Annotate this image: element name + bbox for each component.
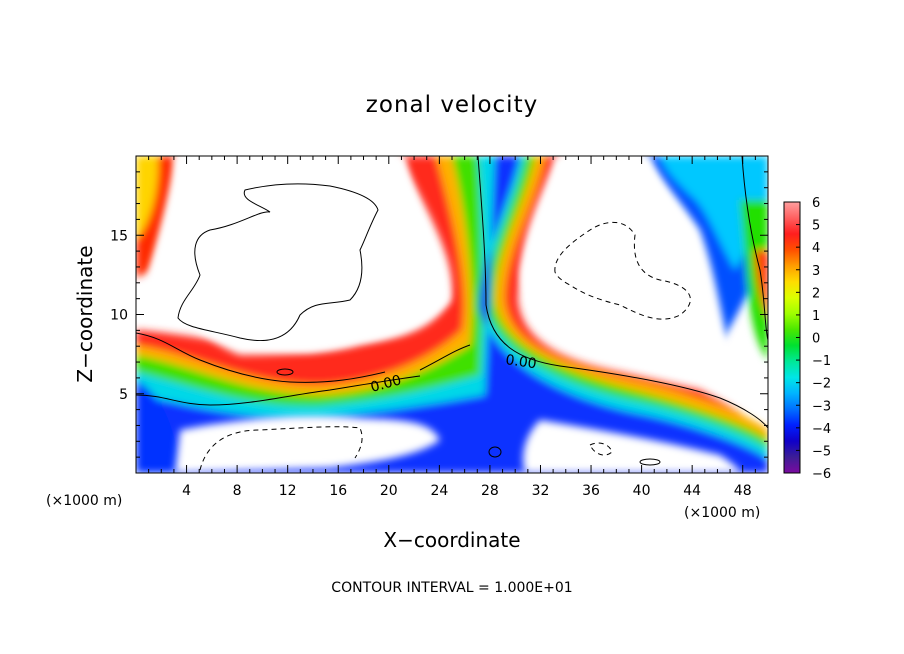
colorbar-tick-label: 4: [812, 241, 820, 256]
contour-right-edge: [741, 156, 768, 341]
white-regions: [150, 156, 740, 473]
x-axis-label: X−coordinate: [383, 528, 520, 552]
x-tick-label: 4: [182, 483, 191, 499]
colorbar-tick-label: 0: [812, 332, 820, 347]
colorbar-tick-label: −4: [812, 422, 831, 437]
white-region-upper-right: [520, 156, 730, 354]
negative-contour-lines: [199, 221, 691, 471]
field-patch-lower-left-blue: [136, 380, 180, 473]
x-tick-label: 48: [734, 483, 752, 499]
colorbar-tick-label: 2: [812, 286, 820, 301]
contour-upper-left-loop: [177, 183, 379, 342]
plot-area: 0.00 0.00: [136, 156, 768, 473]
x-tick-label: 36: [582, 483, 600, 499]
y-axis-label: Z−coordinate: [73, 245, 97, 382]
contour-small-loop-2: [488, 446, 502, 458]
x-tick-label: 20: [380, 483, 398, 499]
y-tick-label: 10: [110, 308, 128, 324]
x-tick-label: 28: [481, 483, 499, 499]
y-tick-label: 5: [119, 387, 128, 403]
field-patch-right-red: [755, 250, 768, 320]
colorbar-tick-label: 1: [812, 309, 820, 324]
colorbar-tick-label: 3: [812, 264, 820, 279]
field-patch-left-top-core: [136, 156, 159, 240]
colorbar-tick-label: −2: [812, 377, 831, 392]
colorbar-tick-label: −5: [812, 444, 831, 459]
field-patch-right-cyan: [660, 156, 768, 270]
x-tick-label: 24: [430, 483, 448, 499]
white-region-upper-left: [150, 156, 450, 355]
colorbar-tick-label: −3: [812, 399, 831, 414]
contour-small-loop-3: [639, 458, 661, 466]
contour-lines: [136, 156, 768, 466]
x-tick-label: 32: [532, 483, 550, 499]
x-tick-label: 16: [329, 483, 347, 499]
dashed-contour-lower-left: [199, 426, 363, 471]
white-region-lower-right: [523, 420, 740, 473]
contour-interval-note: CONTOUR INTERVAL = 1.000E+01: [331, 580, 572, 596]
x-tick-label: 40: [633, 483, 651, 499]
contour-label-left: 0.00: [369, 372, 403, 396]
colorbar-tick-label: −6: [812, 467, 831, 482]
contour-small-loop-1: [276, 368, 294, 376]
field-patch-right-green: [740, 200, 768, 360]
x-tick-label: 8: [233, 483, 242, 499]
x-tick-label: 44: [683, 483, 701, 499]
x-unit-left: (×1000 m): [46, 493, 122, 509]
colorbar-tick-label: 5: [812, 219, 820, 234]
colorbar-ticks: 6 5 4 3 2 1 0 −1 −2 −3 −4 −5 −6: [796, 196, 831, 482]
contour-zero-right: [477, 156, 768, 429]
contour-zero-left: [136, 332, 386, 383]
y-axis: 5 10 15: [110, 171, 768, 458]
dashed-contour-upper-right: [554, 221, 691, 320]
colorbar-tick-label: 6: [812, 196, 820, 211]
x-unit-right: (×1000 m): [684, 505, 760, 521]
contour-label-right: 0.00: [504, 352, 537, 372]
chart-title: zonal velocity: [366, 92, 538, 118]
contour-lower-left: [136, 375, 421, 406]
x-axis: 4 8 12 16 20 24 28 32 36 40 44 48: [148, 156, 756, 499]
contour-zero-left-tail: [419, 344, 471, 371]
x-tick-label: 12: [279, 483, 297, 499]
field-patch-green-band: [136, 156, 768, 473]
white-region-lower-left: [175, 415, 440, 473]
y-tick-label: 15: [110, 228, 128, 244]
colorbar-tick-label: −1: [812, 354, 831, 369]
